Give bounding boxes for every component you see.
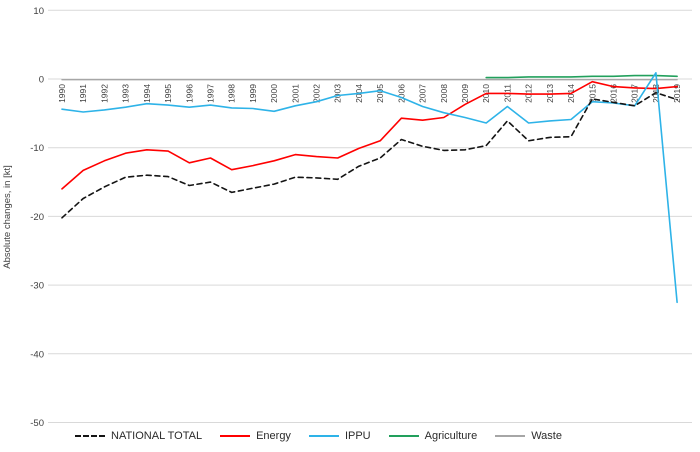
series-agriculture-line: [485, 74, 678, 79]
ippu-line-swatch: [308, 435, 339, 437]
legend-item-waste: Waste: [495, 430, 562, 442]
x-tick-label: 1991: [78, 84, 88, 103]
y-tick-label: -10: [30, 143, 44, 154]
x-tick-label: 2002: [312, 84, 322, 103]
y-axis-title: Absolute changes, in [kt]: [2, 165, 13, 269]
series-ippu-line: [61, 72, 678, 304]
x-tick-label: 1998: [227, 84, 237, 103]
x-tick-label: 2001: [290, 84, 300, 103]
legend: NATIONAL TOTAL Energy IPPU Agriculture W…: [75, 430, 562, 442]
series-energy-line: [61, 80, 678, 190]
y-tick-label: -20: [30, 212, 44, 223]
x-tick-label: 2005: [375, 84, 385, 103]
x-tick-label: 2019: [672, 84, 682, 103]
series-national-total-line: [61, 91, 678, 219]
x-tick-label: 2007: [418, 84, 428, 103]
national-total-line-swatch: [75, 435, 105, 437]
x-tick-label: 1990: [57, 84, 67, 103]
y-tick-label: -40: [30, 349, 44, 360]
legend-label-energy: Energy: [256, 430, 291, 442]
x-tick-label: 1995: [163, 84, 173, 103]
y-tick-label: -30: [30, 281, 44, 292]
x-tick-label: 1994: [142, 84, 152, 103]
legend-label-national-total: NATIONAL TOTAL: [111, 430, 203, 442]
x-tick-label: 2008: [439, 84, 449, 103]
agriculture-line-swatch: [388, 435, 419, 437]
x-tick-label: 2017: [630, 84, 640, 103]
legend-label-agriculture: Agriculture: [424, 430, 478, 442]
energy-line-swatch: [220, 435, 251, 437]
y-tick-label: -50: [30, 418, 44, 428]
x-tick-label: 1996: [184, 84, 194, 103]
legend-item-energy: Energy: [220, 430, 291, 442]
legend-item-national-total: NATIONAL TOTAL: [75, 430, 202, 442]
legend-label-ippu: IPPU: [344, 430, 371, 442]
x-tick-label: 2015: [587, 84, 597, 103]
x-tick-label: 2009: [460, 84, 470, 103]
legend-label-waste: Waste: [531, 430, 562, 442]
x-tick-label: 1992: [99, 84, 109, 103]
y-tick-label: 0: [39, 75, 44, 86]
x-tick-label: 2006: [396, 84, 406, 103]
x-tick-label: 2000: [269, 84, 279, 103]
x-tick-label: 1993: [121, 84, 131, 103]
x-tick-label: 2016: [609, 84, 619, 103]
x-tick-label: 2003: [333, 84, 343, 103]
y-tick-label: 10: [33, 6, 44, 17]
legend-item-agriculture: Agriculture: [388, 430, 478, 442]
waste-line-swatch: [495, 435, 526, 437]
x-tick-label: 1999: [248, 84, 258, 103]
legend-item-ippu: IPPU: [308, 430, 371, 442]
x-tick-label: 1997: [206, 84, 216, 103]
chart-plot-area: 10 0 -10 -20 -30 -40 -50 1990 1991 1992 1993 1994 19…: [30, 6, 692, 428]
